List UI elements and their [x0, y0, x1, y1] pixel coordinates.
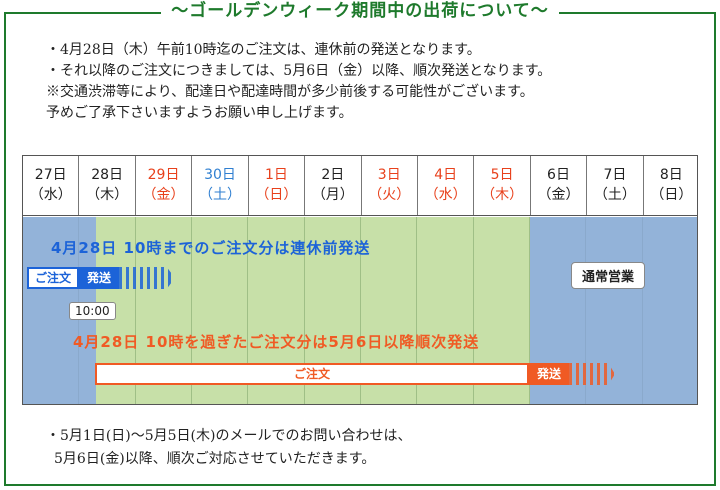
day-weekday: （金） [142, 187, 185, 203]
note-line: ※交通渋滞等により、配達日や配達時間が多少前後する可能性がございます。 [46, 84, 534, 100]
day-weekday: （月） [311, 187, 354, 203]
day-weekday: （日） [650, 187, 693, 203]
day-number: 27日 [34, 167, 67, 183]
day-weekday: （水） [29, 187, 72, 203]
day-number: 28日 [91, 167, 124, 183]
shipping-calendar: 27日 （水） 28日 （木） 29日 （金） 30日 （土） 1日 （日） 2日 （月） 3日 （火） 4… [22, 155, 698, 405]
day-header: 3日 （火） [362, 156, 418, 215]
day-number: 30日 [204, 167, 236, 183]
day-number: 29日 [147, 167, 180, 183]
day-header: 2日 （月） [305, 156, 362, 215]
notice-title: ～ゴールデンウィーク期間中の出荷について～ [161, 1, 559, 21]
calendar-body: 4月28日 10時までのご注文分は連休前発送 ご注文 発送 10:00 4月28… [23, 217, 697, 404]
arrow-tail [119, 267, 176, 289]
before-holiday-arrow: ご注文 発送 [27, 267, 176, 289]
title-wrap: ～ゴールデンウィーク期間中の出荷について～ [0, 1, 720, 21]
day-weekday: （土） [593, 187, 636, 203]
day-number: 2日 [321, 167, 345, 183]
day-header: 8日 （日） [644, 156, 697, 215]
day-header: 27日 （水） [23, 156, 80, 215]
ship-tag: 発送 [79, 267, 120, 289]
footer-notes: ・5月1日(日)～5月5日(木)のメールでのお問い合わせは、 5月6日(金)以降… [46, 425, 686, 471]
day-header: 30日 （土） [192, 156, 249, 215]
footer-line: 5月6日(金)以降、順次ご対応させていただきます。 [54, 451, 376, 467]
day-weekday: （木） [481, 187, 524, 203]
day-number: 4日 [434, 167, 458, 183]
cutoff-time-badge: 10:00 [69, 302, 116, 320]
day-header: 1日 （日） [249, 156, 306, 215]
day-weekday: （土） [198, 187, 241, 203]
notice-notes: ・4月28日（木）午前10時迄のご注文は、連休前の発送となります。 ・それ以降の… [46, 40, 686, 124]
after-cutoff-banner: 4月28日 10時を過ぎたご注文分は5月6日以降順次発送 [73, 333, 480, 351]
note-line: ・それ以降のご注文につきましては、5月6日（金）以降、順次発送となります。 [46, 63, 552, 79]
day-column [642, 217, 697, 404]
day-number: 6日 [547, 167, 570, 183]
day-weekday: （火） [368, 187, 411, 203]
after-cutoff-arrow: ご注文 発送 [95, 363, 616, 385]
day-number: 7日 [603, 167, 627, 183]
normal-business-badge: 通常営業 [571, 262, 646, 289]
day-weekday: （金） [537, 187, 580, 203]
day-number: 3日 [377, 167, 401, 183]
calendar-header: 27日 （水） 28日 （木） 29日 （金） 30日 （土） 1日 （日） 2日 （月） 3日 （火） 4… [23, 156, 697, 216]
day-header: 5日 （木） [474, 156, 531, 215]
ship-tag: 発送 [529, 363, 570, 385]
footer-line: ・5月1日(日)～5月5日(木)のメールでのお問い合わせは、 [46, 428, 412, 444]
day-weekday: （水） [424, 187, 467, 203]
day-number: 1日 [264, 167, 288, 183]
arrow-tail [569, 363, 616, 385]
day-header: 6日 （金） [531, 156, 588, 215]
note-line: ・4月28日（木）午前10時迄のご注文は、連休前の発送となります。 [46, 42, 481, 58]
order-tag: ご注文 [27, 267, 80, 289]
day-header: 28日 （木） [79, 156, 136, 215]
day-header: 4日 （水） [418, 156, 475, 215]
before-holiday-banner: 4月28日 10時までのご注文分は連休前発送 [51, 239, 371, 257]
day-header: 29日 （金） [136, 156, 193, 215]
day-weekday: （木） [86, 187, 129, 203]
day-weekday: （日） [255, 187, 298, 203]
day-number: 5日 [490, 167, 514, 183]
day-header: 7日 （土） [587, 156, 644, 215]
order-tag: ご注文 [95, 363, 529, 385]
note-line: 予めご了承下さいますようお願い申し上げます。 [46, 105, 353, 121]
day-number: 8日 [659, 167, 683, 183]
